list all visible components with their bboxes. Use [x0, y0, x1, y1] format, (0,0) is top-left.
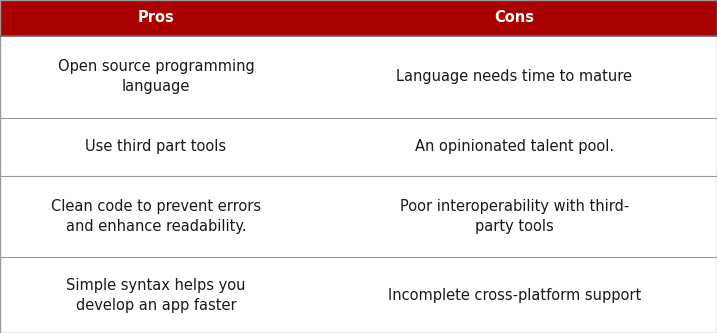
Text: Language needs time to mature: Language needs time to mature: [397, 69, 632, 84]
Text: Simple syntax helps you
develop an app faster: Simple syntax helps you develop an app f…: [66, 278, 246, 313]
Text: Clean code to prevent errors
and enhance readability.: Clean code to prevent errors and enhance…: [51, 199, 261, 234]
Bar: [0, 0, 717, 36]
Text: An opinionated talent pool.: An opinionated talent pool.: [415, 139, 614, 154]
Text: Pros: Pros: [138, 10, 174, 26]
Text: Use third part tools: Use third part tools: [85, 139, 227, 154]
Text: Poor interoperability with third-
party tools: Poor interoperability with third- party …: [400, 199, 629, 234]
Text: Open source programming
language: Open source programming language: [57, 59, 255, 94]
Text: Cons: Cons: [495, 10, 534, 26]
Text: Incomplete cross-platform support: Incomplete cross-platform support: [388, 288, 641, 303]
